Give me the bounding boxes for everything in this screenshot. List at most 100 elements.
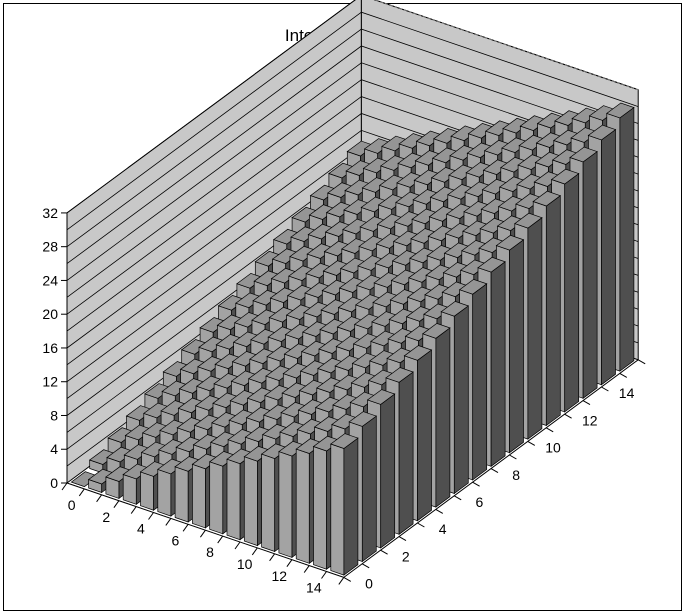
y-tick-label: 12 — [582, 412, 598, 428]
bar-side-face — [509, 239, 524, 454]
bar-top-face — [330, 433, 359, 449]
bar-side-face — [398, 371, 414, 535]
wall-gridline — [66, 28, 639, 248]
x-tick-mark — [182, 524, 189, 532]
x-tick-label: 2 — [102, 509, 110, 525]
bar-side-face — [490, 261, 506, 467]
bar-top-face — [403, 345, 433, 361]
x-tick-label: 8 — [206, 544, 214, 560]
x-tick-mark — [338, 577, 345, 585]
y-tick-mark — [637, 359, 646, 365]
bar-top-face — [514, 212, 543, 229]
bar-front-face — [192, 463, 206, 529]
bar-front-face — [174, 466, 189, 523]
x-tick-mark — [217, 535, 224, 544]
bar-side-face — [472, 283, 488, 481]
bar-front-face — [243, 456, 258, 547]
y-tick-mark — [619, 372, 628, 378]
wall-gridline — [66, 0, 639, 214]
bar-top-face — [569, 146, 598, 163]
x-tick-mark — [96, 494, 103, 503]
wall-gridline — [66, 11, 639, 231]
wall-top-edge — [373, 0, 639, 91]
y-tick-label: 8 — [512, 467, 520, 483]
bar-front-face — [313, 446, 327, 570]
bar-side-face — [453, 305, 469, 495]
bar-front-face — [330, 443, 345, 576]
y-tick-mark — [545, 427, 554, 433]
bar-front-face — [122, 474, 137, 505]
bar-top-face — [606, 102, 635, 119]
x-tick-label: 4 — [137, 521, 145, 537]
bar-top-face — [495, 234, 525, 251]
y-tick-mark — [582, 400, 591, 406]
bar-front-face — [140, 471, 154, 511]
y-tick-label: 14 — [619, 385, 635, 401]
z-tick-label: 28 — [42, 239, 58, 255]
bar-front-face — [278, 451, 293, 558]
x-tick-mark — [321, 571, 327, 579]
z-tick-label: 16 — [42, 340, 58, 356]
y-tick-label: 0 — [365, 576, 373, 592]
y-tick-label: 6 — [476, 494, 484, 510]
x-tick-mark — [130, 506, 137, 514]
z-tick-label: 20 — [42, 306, 58, 322]
bar-side-face — [361, 415, 377, 563]
y-tick-mark — [398, 536, 407, 542]
x-tick-mark — [113, 500, 120, 508]
bar-top-face — [348, 411, 378, 427]
x-tick-mark — [269, 553, 276, 562]
y-tick-mark — [509, 454, 517, 460]
x-tick-mark — [199, 529, 206, 538]
bar-front-face — [209, 461, 224, 535]
x-tick-label: 12 — [271, 568, 287, 584]
bar-front-face — [157, 468, 172, 517]
bar-front-face — [261, 453, 276, 552]
bar-top-face — [532, 190, 562, 207]
bar-top-face — [385, 367, 414, 383]
bar-top-face — [550, 168, 580, 185]
y-tick-mark — [380, 549, 388, 555]
x-tick-mark — [165, 518, 172, 526]
bar-side-face — [545, 195, 561, 427]
x-tick-mark — [148, 512, 154, 520]
bar-side-face — [417, 349, 432, 522]
x-tick-mark — [78, 488, 85, 497]
x-tick-mark — [234, 541, 241, 550]
y-tick-label: 4 — [439, 521, 447, 537]
y-tick-mark — [601, 386, 609, 392]
y-tick-label: 10 — [545, 440, 561, 456]
bar-side-face — [619, 106, 635, 372]
y-tick-mark — [361, 563, 370, 569]
z-tick-label: 8 — [50, 407, 58, 423]
y-tick-mark — [564, 413, 572, 419]
bar-side-face — [582, 150, 598, 399]
z-tick-label: 12 — [42, 374, 58, 390]
x-tick-mark — [286, 559, 293, 567]
y-tick-mark — [527, 440, 536, 446]
bar-top-face — [422, 323, 451, 339]
y-tick-mark — [472, 481, 480, 487]
z-tick-label: 0 — [50, 475, 58, 491]
y-tick-mark — [435, 508, 444, 514]
z-tick-label: 4 — [50, 441, 58, 457]
y-tick-mark — [453, 495, 462, 501]
bar-side-face — [380, 393, 396, 549]
y-tick-mark — [343, 576, 352, 582]
bar-side-face — [343, 437, 359, 576]
y-tick-mark — [417, 522, 425, 528]
z-tick-label: 24 — [42, 272, 58, 288]
x-tick-mark — [61, 482, 68, 491]
y-tick-mark — [490, 468, 499, 474]
bar-top-face — [477, 256, 506, 273]
x-tick-label: 14 — [306, 580, 322, 596]
y-tick-label: 2 — [402, 548, 410, 564]
bar-top-face — [366, 389, 396, 405]
bar-top-face — [587, 124, 617, 141]
x-tick-mark — [303, 565, 310, 573]
wall-gridline — [66, 45, 639, 264]
bar-side-face — [601, 128, 616, 386]
x-tick-label: 0 — [68, 497, 76, 513]
bar-side-face — [527, 217, 543, 440]
